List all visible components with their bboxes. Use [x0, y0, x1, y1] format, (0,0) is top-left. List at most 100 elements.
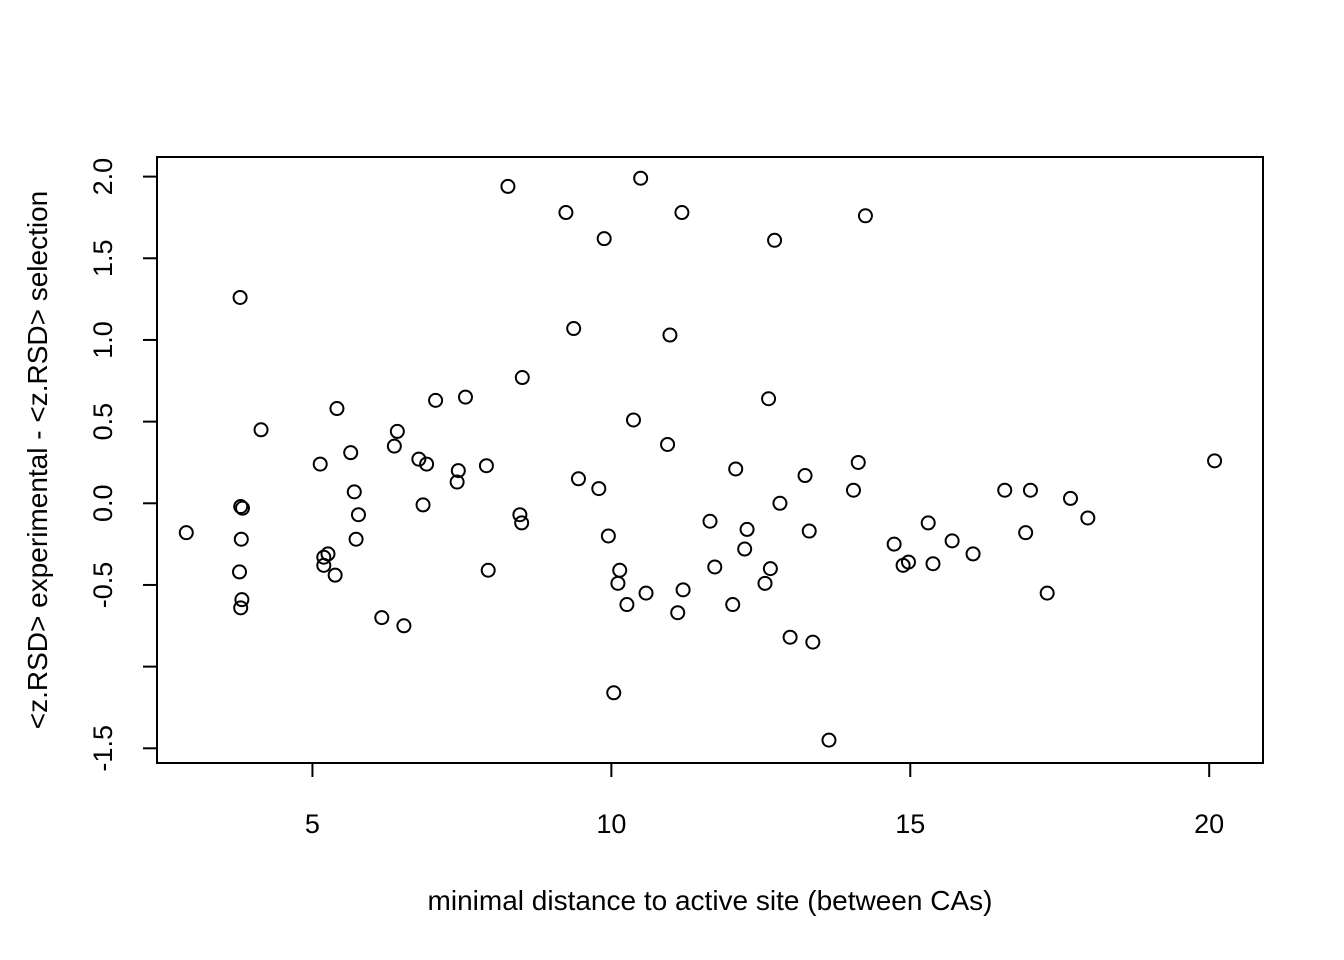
data-point	[450, 463, 466, 479]
data-point	[457, 389, 473, 405]
data-point	[782, 629, 798, 645]
y-tick-label: 2.0	[88, 158, 118, 196]
data-point	[449, 474, 465, 490]
data-point	[428, 392, 444, 408]
data-point	[662, 327, 678, 343]
data-point	[757, 575, 773, 591]
data-point	[625, 412, 641, 428]
data-point	[619, 597, 635, 613]
data-point	[925, 556, 941, 572]
data-point	[900, 554, 916, 570]
y-tick-label: -0.5	[88, 562, 118, 609]
data-point	[374, 610, 390, 626]
data-point	[772, 495, 788, 511]
data-point	[320, 546, 336, 562]
data-point	[312, 456, 328, 472]
data-point	[346, 484, 362, 500]
data-point	[178, 525, 194, 541]
data-point	[821, 732, 837, 748]
data-point	[512, 507, 528, 523]
data-point	[610, 575, 626, 591]
data-point	[920, 515, 936, 531]
data-point	[944, 533, 960, 549]
x-tick-label: 15	[895, 809, 925, 839]
data-point	[762, 561, 778, 577]
data-point	[1039, 585, 1055, 601]
data-point	[558, 205, 574, 221]
data-point	[805, 634, 821, 650]
data-point	[343, 445, 359, 461]
data-point	[857, 208, 873, 224]
data-point	[638, 585, 654, 601]
data-point	[232, 564, 248, 580]
data-point	[348, 531, 364, 547]
data-point	[234, 592, 250, 608]
data-point	[1022, 482, 1038, 498]
data-point	[997, 482, 1013, 498]
data-point	[600, 528, 616, 544]
data-point	[1207, 453, 1223, 469]
data-point	[845, 482, 861, 498]
data-point	[801, 523, 817, 539]
data-point	[797, 468, 813, 484]
data-point	[514, 370, 530, 386]
data-point	[232, 289, 248, 305]
data-point	[596, 231, 612, 247]
y-axis: -1.5 -0.5 0.0 0.5 1.0 1.5 2.0	[88, 158, 157, 772]
data-point	[234, 500, 250, 516]
data-point	[707, 559, 723, 575]
data-point	[419, 456, 435, 472]
x-tick-label: 20	[1194, 809, 1224, 839]
data-point	[316, 549, 332, 565]
data-point	[739, 521, 755, 537]
data-point	[606, 685, 622, 701]
x-axis-title: minimal distance to active site (between…	[428, 885, 993, 916]
data-point	[761, 391, 777, 407]
data-point	[478, 458, 494, 474]
data-point	[737, 541, 753, 557]
data-point	[591, 481, 607, 497]
y-tick-label: 1.0	[88, 321, 118, 359]
data-point	[725, 597, 741, 613]
data-point	[728, 461, 744, 477]
data-point	[415, 497, 431, 513]
data-point	[350, 507, 366, 523]
data-point	[1062, 490, 1078, 506]
data-point	[411, 451, 427, 467]
x-tick-label: 5	[305, 809, 320, 839]
data-point	[389, 423, 405, 439]
data-point	[500, 178, 516, 194]
data-point	[233, 499, 249, 515]
plot-frame	[156, 156, 1264, 764]
data-point	[660, 436, 676, 452]
x-axis: 5 10 15 20	[305, 763, 1224, 839]
data-point	[566, 321, 582, 337]
data-point	[675, 582, 691, 598]
data-points	[178, 170, 1223, 748]
data-point	[233, 600, 249, 616]
data-point	[612, 562, 628, 578]
data-point	[570, 471, 586, 487]
y-tick-label: -1.5	[88, 725, 118, 772]
data-point	[480, 562, 496, 578]
data-point	[850, 454, 866, 470]
x-tick-label: 10	[596, 809, 626, 839]
y-tick-label: 0.5	[88, 403, 118, 441]
data-point	[702, 513, 718, 529]
data-point	[329, 401, 345, 417]
data-point	[965, 546, 981, 562]
y-tick-label: 1.5	[88, 239, 118, 277]
y-tick-label: 0.0	[88, 485, 118, 523]
data-point	[633, 170, 649, 186]
y-axis-title: <z.RSD> experimental - <z.RSD> selection	[22, 191, 53, 729]
data-point	[514, 515, 530, 531]
data-point	[674, 205, 690, 221]
data-point	[233, 531, 249, 547]
data-point	[396, 618, 412, 634]
data-point	[253, 422, 269, 438]
data-point	[327, 567, 343, 583]
data-point	[886, 536, 902, 552]
data-point	[670, 605, 686, 621]
data-point	[1080, 510, 1096, 526]
